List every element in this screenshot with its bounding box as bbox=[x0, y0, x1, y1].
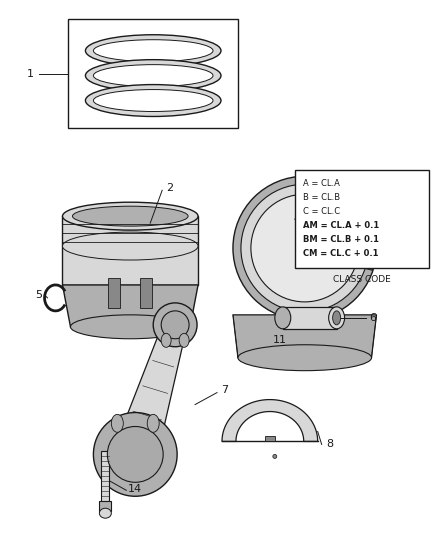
Text: AM = CL.A + 0.1: AM = CL.A + 0.1 bbox=[303, 221, 379, 230]
Polygon shape bbox=[114, 321, 187, 461]
Text: 5: 5 bbox=[35, 290, 42, 300]
Ellipse shape bbox=[147, 414, 159, 432]
Polygon shape bbox=[63, 216, 198, 285]
Ellipse shape bbox=[161, 333, 171, 348]
Ellipse shape bbox=[107, 426, 163, 482]
Text: 6: 6 bbox=[369, 313, 376, 323]
Text: 11: 11 bbox=[273, 335, 287, 345]
Polygon shape bbox=[108, 278, 120, 308]
Ellipse shape bbox=[275, 307, 291, 329]
Ellipse shape bbox=[63, 202, 198, 230]
Ellipse shape bbox=[99, 508, 111, 518]
Text: 14: 14 bbox=[128, 484, 142, 494]
Ellipse shape bbox=[85, 35, 221, 67]
Polygon shape bbox=[265, 437, 275, 441]
Text: 7: 7 bbox=[222, 385, 229, 394]
Ellipse shape bbox=[238, 345, 371, 370]
Text: CLASS CODE: CLASS CODE bbox=[333, 276, 391, 285]
Polygon shape bbox=[283, 307, 337, 329]
Ellipse shape bbox=[93, 413, 177, 496]
Bar bbox=[368, 238, 377, 245]
Text: C = CL.C: C = CL.C bbox=[303, 207, 340, 216]
Ellipse shape bbox=[71, 315, 190, 339]
Ellipse shape bbox=[93, 64, 213, 86]
Bar bbox=[365, 263, 374, 270]
Bar bbox=[295, 171, 429, 268]
Ellipse shape bbox=[179, 333, 189, 348]
Ellipse shape bbox=[241, 184, 368, 312]
Text: 8: 8 bbox=[326, 439, 333, 449]
Bar bbox=[101, 451, 110, 509]
Text: BM = CL.B + 0.1: BM = CL.B + 0.1 bbox=[303, 235, 379, 244]
Text: B = CL.B: B = CL.B bbox=[303, 193, 340, 201]
Text: CM = CL.C + 0.1: CM = CL.C + 0.1 bbox=[303, 248, 378, 257]
Bar bbox=[99, 501, 111, 511]
Ellipse shape bbox=[93, 90, 213, 111]
Polygon shape bbox=[222, 400, 318, 441]
Polygon shape bbox=[233, 315, 377, 358]
Ellipse shape bbox=[332, 311, 341, 325]
Ellipse shape bbox=[93, 40, 213, 62]
Ellipse shape bbox=[161, 311, 189, 339]
Ellipse shape bbox=[111, 414, 124, 432]
Ellipse shape bbox=[328, 307, 345, 329]
Ellipse shape bbox=[85, 85, 221, 117]
Ellipse shape bbox=[85, 60, 221, 92]
Ellipse shape bbox=[72, 206, 188, 226]
Text: 2: 2 bbox=[166, 183, 174, 193]
Polygon shape bbox=[140, 278, 152, 308]
Ellipse shape bbox=[63, 232, 198, 260]
Bar bbox=[68, 19, 238, 128]
Ellipse shape bbox=[153, 303, 197, 347]
Ellipse shape bbox=[273, 455, 277, 458]
Text: 1: 1 bbox=[27, 69, 34, 78]
Text: A = CL.A: A = CL.A bbox=[303, 179, 339, 188]
Polygon shape bbox=[63, 285, 198, 327]
Ellipse shape bbox=[251, 194, 359, 302]
Bar bbox=[368, 251, 376, 257]
Ellipse shape bbox=[233, 176, 377, 320]
